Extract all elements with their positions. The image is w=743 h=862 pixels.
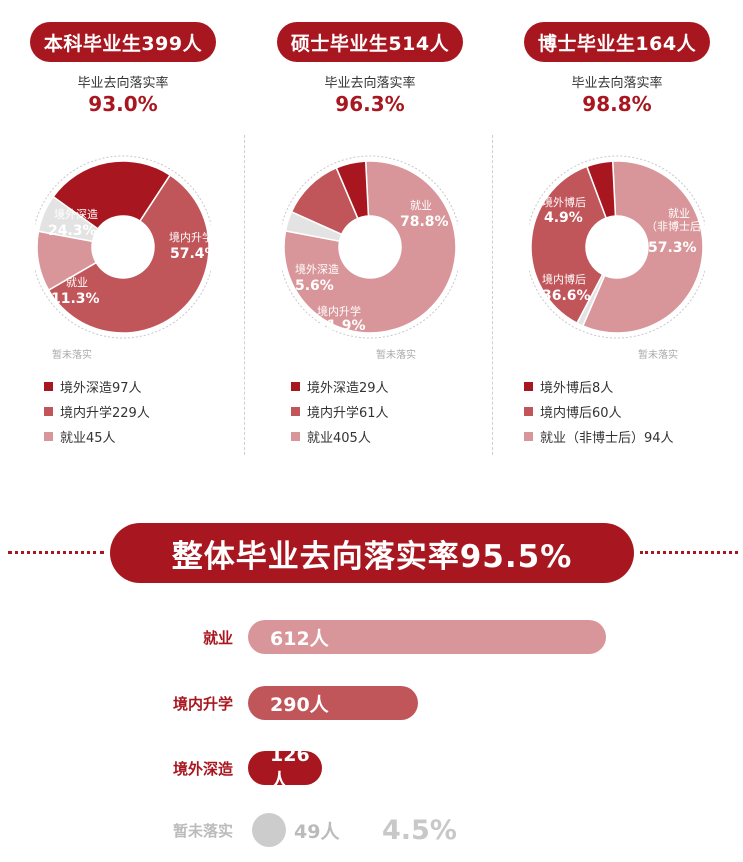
donut-slice bbox=[37, 195, 99, 243]
donut-slice bbox=[585, 160, 617, 219]
donut-slice bbox=[335, 160, 370, 220]
bar-category-label: 境外深造 bbox=[172, 759, 233, 778]
legend-text: 就业（非博士后）94人 bbox=[540, 431, 674, 446]
divider-dots-right bbox=[640, 551, 738, 554]
donut-outer-ring bbox=[529, 155, 705, 339]
donut-slice bbox=[530, 165, 608, 325]
bar-value-label: 290人 bbox=[270, 693, 329, 716]
bar bbox=[252, 813, 286, 847]
rate-value: 98.8% bbox=[582, 92, 652, 116]
bar-category-label: 暂未落实 bbox=[172, 821, 233, 840]
legend-text: 就业405人 bbox=[307, 431, 371, 446]
legend-text: 就业45人 bbox=[60, 431, 116, 446]
legend-text: 境内博后60人 bbox=[540, 406, 622, 421]
donut-slice bbox=[52, 160, 172, 230]
legend-item: 境内博后60人 bbox=[524, 399, 674, 424]
group-title: 硕士毕业生514人 bbox=[277, 22, 463, 62]
column-divider bbox=[492, 135, 493, 455]
legend: 境外博后8人 境内博后60人 就业（非博士后）94人 bbox=[524, 374, 674, 449]
legend-swatch bbox=[44, 432, 53, 441]
legend-swatch bbox=[44, 407, 53, 416]
legend-item: 境外深造97人 bbox=[44, 374, 150, 399]
legend-swatch bbox=[524, 407, 533, 416]
segment-label: 境外深造 bbox=[295, 263, 339, 276]
master-panel: 硕士毕业生514人 毕业去向落实率 96.3% 就业 78.8% 境内升学 11… bbox=[249, 0, 491, 470]
rate-label: 毕业去向落实率 bbox=[571, 76, 663, 91]
bar-value-label: 612人 bbox=[270, 627, 329, 650]
legend-item: 就业405人 bbox=[291, 424, 389, 449]
legend-text: 境外博后8人 bbox=[540, 381, 614, 396]
pending-label: 暂未落实 bbox=[52, 350, 92, 361]
legend-item: 境内升学229人 bbox=[44, 399, 150, 424]
bar-category-label: 就业 bbox=[202, 628, 233, 647]
bar-value-label: 126人 bbox=[270, 743, 310, 792]
segment-percent: 57.4% bbox=[170, 246, 219, 262]
group-title: 博士毕业生164人 bbox=[524, 22, 710, 62]
donut-slice bbox=[581, 160, 704, 334]
bar-category-label: 境内升学 bbox=[172, 694, 233, 713]
undergrad-panel: 本科毕业生399人 毕业去向落实率 93.0% 境外深造 24.3% 境内升学 … bbox=[2, 0, 244, 470]
legend-swatch bbox=[291, 382, 300, 391]
segment-percent: 11.9% bbox=[317, 318, 366, 334]
rate-label: 毕业去向落实率 bbox=[77, 76, 169, 91]
bar: 612人 bbox=[248, 620, 606, 654]
bar-value-label: 49人 bbox=[294, 820, 340, 843]
bar: 126人 bbox=[248, 743, 322, 792]
bar-row: 暂未落实 49人 4.5% bbox=[0, 813, 743, 847]
legend: 境外深造97人 境内升学229人 就业45人 bbox=[44, 374, 150, 449]
legend-swatch bbox=[524, 382, 533, 391]
segment-label: 境内博后 bbox=[542, 273, 586, 286]
segment-percent: 4.9% bbox=[544, 210, 583, 226]
bar-row: 境外深造 126人 bbox=[0, 743, 743, 792]
segment-percent: 78.8% bbox=[400, 214, 449, 230]
bar-row: 就业 612人 bbox=[0, 620, 743, 654]
doctor-panel: 博士毕业生164人 毕业去向落实率 98.8% 就业 （非博士后） 57.3% … bbox=[496, 0, 738, 470]
group-title: 本科毕业生399人 bbox=[30, 22, 216, 62]
pending-rate-label: 4.5% bbox=[382, 814, 457, 846]
segment-label: 境外深造 bbox=[54, 208, 98, 221]
legend-item: 境外深造29人 bbox=[291, 374, 389, 399]
legend-text: 境内升学61人 bbox=[307, 406, 389, 421]
segment-percent: 24.3% bbox=[48, 223, 97, 239]
legend-item: 境外博后8人 bbox=[524, 374, 674, 399]
column-divider bbox=[244, 135, 245, 455]
pending-label: 暂未落实 bbox=[376, 350, 416, 361]
segment-percent: 57.3% bbox=[648, 240, 697, 256]
rate-label: 毕业去向落实率 bbox=[324, 76, 416, 91]
legend-text: 境外深造97人 bbox=[60, 381, 142, 396]
segment-label: 境内升学 bbox=[169, 231, 213, 244]
segment-label: 境内升学 bbox=[317, 305, 361, 318]
legend-swatch bbox=[291, 407, 300, 416]
legend-item: 就业（非博士后）94人 bbox=[524, 424, 674, 449]
legend-text: 境外深造29人 bbox=[307, 381, 389, 396]
segment-label: 境外博后 bbox=[542, 196, 586, 209]
donut-outer-ring bbox=[35, 155, 211, 339]
overall-rate-banner: 整体毕业去向落实率95.5% bbox=[110, 523, 634, 583]
donut-chart bbox=[529, 155, 705, 339]
donut-slice bbox=[283, 160, 457, 334]
bar: 290人 bbox=[248, 686, 418, 720]
donut-chart bbox=[35, 155, 211, 339]
divider-dots-left bbox=[8, 551, 104, 554]
legend-text: 境内升学229人 bbox=[60, 406, 150, 421]
rate-value: 96.3% bbox=[335, 92, 405, 116]
legend-item: 就业45人 bbox=[44, 424, 150, 449]
legend-swatch bbox=[291, 432, 300, 441]
donut-outer-ring bbox=[282, 155, 458, 339]
segment-percent: 5.6% bbox=[295, 278, 334, 294]
legend-item: 境内升学61人 bbox=[291, 399, 389, 424]
legend-swatch bbox=[524, 432, 533, 441]
rate-value: 93.0% bbox=[88, 92, 158, 116]
segment-label: 就业 bbox=[410, 199, 432, 212]
legend-swatch bbox=[44, 382, 53, 391]
legend: 境外深造29人 境内升学61人 就业405人 bbox=[291, 374, 389, 449]
donut-chart bbox=[282, 155, 458, 339]
segment-label: 就业 bbox=[66, 276, 88, 289]
donut-slice bbox=[47, 174, 210, 334]
bar-row: 境内升学 290人 bbox=[0, 686, 743, 720]
segment-percent: 36.6% bbox=[542, 288, 591, 304]
pending-label: 暂未落实 bbox=[638, 350, 678, 361]
segment-percent: 11.3% bbox=[51, 291, 100, 307]
segment-label: 就业 （非博士后） bbox=[646, 207, 712, 233]
